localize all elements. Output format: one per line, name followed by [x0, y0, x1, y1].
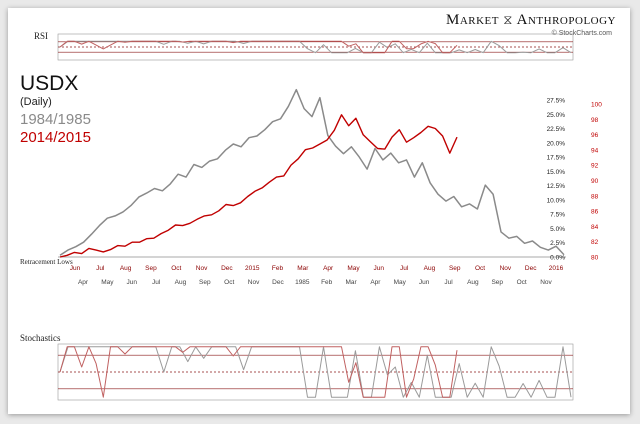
bottom-axis-label: 1985: [295, 279, 310, 286]
price-tick-label: 90: [591, 178, 599, 185]
top-axis-label: Jun: [70, 265, 81, 272]
top-axis-label: Aug: [120, 265, 132, 272]
top-axis-label: Oct: [171, 265, 181, 272]
bottom-axis-label: Jun: [126, 279, 137, 286]
pct-tick-label: 27.5%: [547, 98, 566, 105]
bottom-axis-label: Sep: [491, 279, 503, 286]
top-axis-label: Mar: [297, 265, 309, 272]
legend-2014: 2014/2015: [20, 129, 91, 146]
bottom-axis-label: Jun: [419, 279, 430, 286]
price-tick-label: 86: [591, 209, 599, 216]
pct-tick-label: 15.0%: [547, 169, 566, 176]
bottom-axis-label: Nov: [540, 279, 552, 286]
bottom-axis-label: Oct: [224, 279, 234, 286]
top-axis-label: Nov: [196, 265, 208, 272]
bottom-axis-label: Jul: [444, 279, 453, 286]
pct-tick-label: 10.0%: [547, 197, 566, 204]
top-axis-label: Dec: [525, 265, 537, 272]
chart-card: Market ⧖ Anthropology © StockCharts.com …: [8, 8, 630, 414]
top-axis-label: 2015: [245, 265, 260, 272]
bottom-axis-label: Jul: [152, 279, 161, 286]
stoch-line-2014: [59, 346, 458, 398]
price-tick-label: 88: [591, 193, 599, 200]
bottom-axis-label: Mar: [345, 279, 357, 286]
bottom-axis-label: Feb: [321, 279, 333, 286]
top-axis-label: 2016: [549, 265, 564, 272]
top-axis-label: Sep: [145, 265, 157, 272]
brand-right: Anthropology: [516, 12, 616, 28]
price-tick-label: 82: [591, 239, 599, 246]
top-axis-label: Oct: [475, 265, 485, 272]
pct-tick-label: 7.5%: [550, 212, 565, 219]
price-tick-label: 100: [591, 102, 602, 109]
price-tick-label: 98: [591, 117, 599, 124]
bottom-axis-label: Oct: [517, 279, 527, 286]
top-axis-label: Aug: [424, 265, 436, 272]
bottom-axis-label: Dec: [272, 279, 284, 286]
pct-tick-label: 2.5%: [550, 240, 565, 247]
series-line-2014: [59, 114, 458, 258]
bottom-axis-label: Apr: [78, 279, 89, 286]
pct-tick-label: 12.5%: [547, 183, 566, 190]
bottom-axis-label: May: [101, 279, 114, 286]
price-tick-label: 80: [591, 255, 599, 262]
bottom-axis-label: Aug: [467, 279, 479, 286]
price-tick-label: 92: [591, 163, 599, 170]
pct-tick-label: 20.0%: [547, 140, 566, 147]
credit-text: © StockCharts.com: [551, 30, 612, 37]
pct-tick-label: 25.0%: [547, 112, 566, 119]
price-tick-label: 96: [591, 132, 599, 139]
chart-title: USDX: [20, 72, 79, 95]
retracement-label: Retracement Lows: [20, 258, 73, 266]
top-axis-label: Dec: [221, 265, 233, 272]
legend-1984: 1984/1985: [20, 111, 91, 128]
pct-tick-label: 22.5%: [547, 126, 566, 133]
pct-tick-label: 5.0%: [550, 226, 565, 233]
top-axis-label: Apr: [323, 265, 334, 272]
top-axis-label: Feb: [272, 265, 284, 272]
pct-tick-label: 17.5%: [547, 155, 566, 162]
helix-icon: ⧖: [503, 12, 517, 27]
chart-subtitle: (Daily): [20, 96, 52, 108]
pct-tick-label: 0.0%: [550, 255, 565, 262]
top-axis-label: Nov: [500, 265, 512, 272]
top-axis-label: Jul: [400, 265, 409, 272]
rsi-line-2014: [59, 40, 458, 54]
bottom-axis-label: May: [394, 279, 407, 286]
series-line-1984: [59, 88, 565, 256]
brand-wordmark: Market ⧖ Anthropology: [446, 12, 616, 29]
stochastics-label: Stochastics: [20, 333, 61, 343]
top-axis-label: May: [347, 265, 360, 272]
top-axis-label: Sep: [449, 265, 461, 272]
rsi-label: RSI: [34, 31, 49, 41]
brand-left: Market: [446, 12, 500, 28]
bottom-axis-label: Sep: [199, 279, 211, 286]
chart-svg: 27.5% 25.0% 22.5% 20.0% 17.5% 15.0% 12.5% 10.0%…: [57, 33, 602, 401]
top-axis-label: Jun: [374, 265, 385, 272]
top-axis-label: Jul: [96, 265, 105, 272]
price-tick-label: 84: [591, 224, 599, 231]
bottom-axis-label: Aug: [175, 279, 187, 286]
price-tick-label: 94: [591, 147, 599, 154]
bottom-axis-label: Nov: [248, 279, 260, 286]
bottom-axis-label: Apr: [370, 279, 381, 286]
